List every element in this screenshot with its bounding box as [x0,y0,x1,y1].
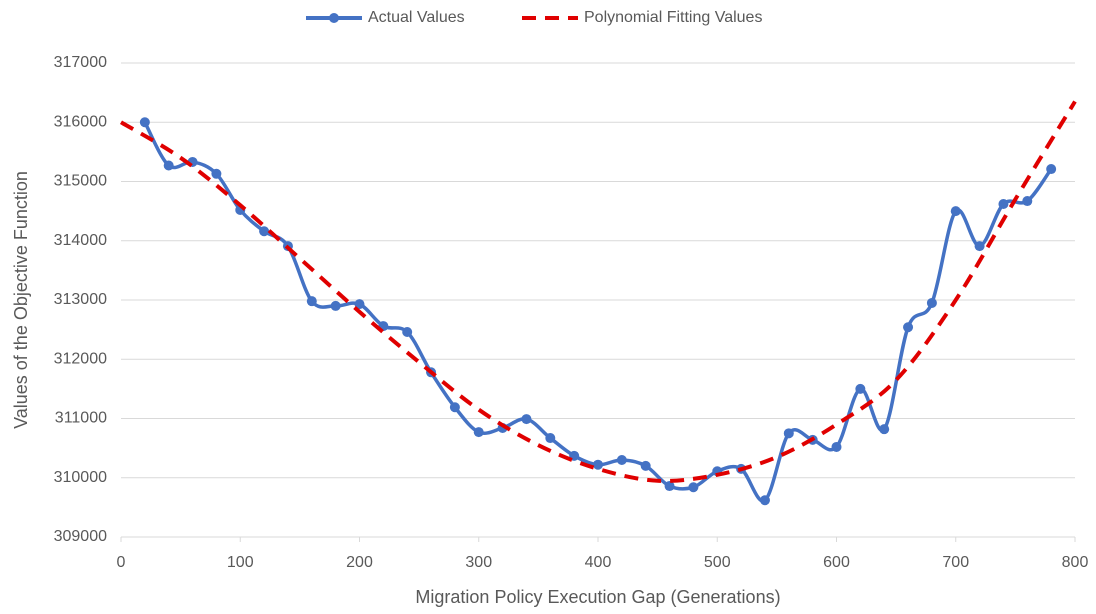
y-tick-label: 315000 [54,173,107,190]
y-axis-label: Values of the Objective Function [11,171,31,429]
marker [926,297,937,308]
x-tick-label: 400 [585,554,612,571]
marker [831,441,842,452]
marker [855,383,866,394]
series-line [119,100,1077,483]
marker [783,428,794,439]
x-tick-label: 300 [465,554,492,571]
y-tick-label: 309000 [54,528,107,545]
x-tick-label: 100 [227,554,254,571]
x-tick-label: 800 [1062,554,1089,571]
y-tick-label: 314000 [54,232,107,249]
marker [402,326,413,337]
marker [163,160,174,171]
marker [950,206,961,217]
y-tick-label: 317000 [54,54,107,71]
marker [521,414,532,425]
marker [640,460,651,471]
marker [616,454,627,465]
x-axis-label: Migration Policy Execution Gap (Generati… [415,587,780,607]
marker [879,424,890,435]
legend-marker [329,13,339,23]
marker [1022,196,1033,207]
y-tick-label: 310000 [54,469,107,486]
x-tick-label: 500 [704,554,731,571]
marker [330,300,341,311]
marker [545,433,556,444]
series-line [143,121,1053,503]
marker [139,117,150,128]
x-tick-label: 200 [346,554,373,571]
x-tick-label: 700 [942,554,969,571]
marker [449,402,460,413]
y-tick-label: 313000 [54,291,107,308]
marker [998,199,1009,210]
y-tick-label: 312000 [54,350,107,367]
legend-label: Actual Values [368,9,465,26]
y-tick-label: 316000 [54,113,107,130]
marker [306,296,317,307]
marker [473,427,484,438]
marker [759,495,770,506]
marker [259,226,270,237]
x-tick-label: 0 [117,554,126,571]
marker [211,168,222,179]
marker [664,481,675,492]
marker [593,459,603,470]
y-tick-label: 311000 [55,410,107,427]
legend-label: Polynomial Fitting Values [584,9,762,26]
marker [903,322,914,333]
x-tick-label: 600 [823,554,850,571]
marker [354,299,365,310]
marker [688,482,699,493]
marker [1046,164,1057,175]
marker [974,241,985,252]
